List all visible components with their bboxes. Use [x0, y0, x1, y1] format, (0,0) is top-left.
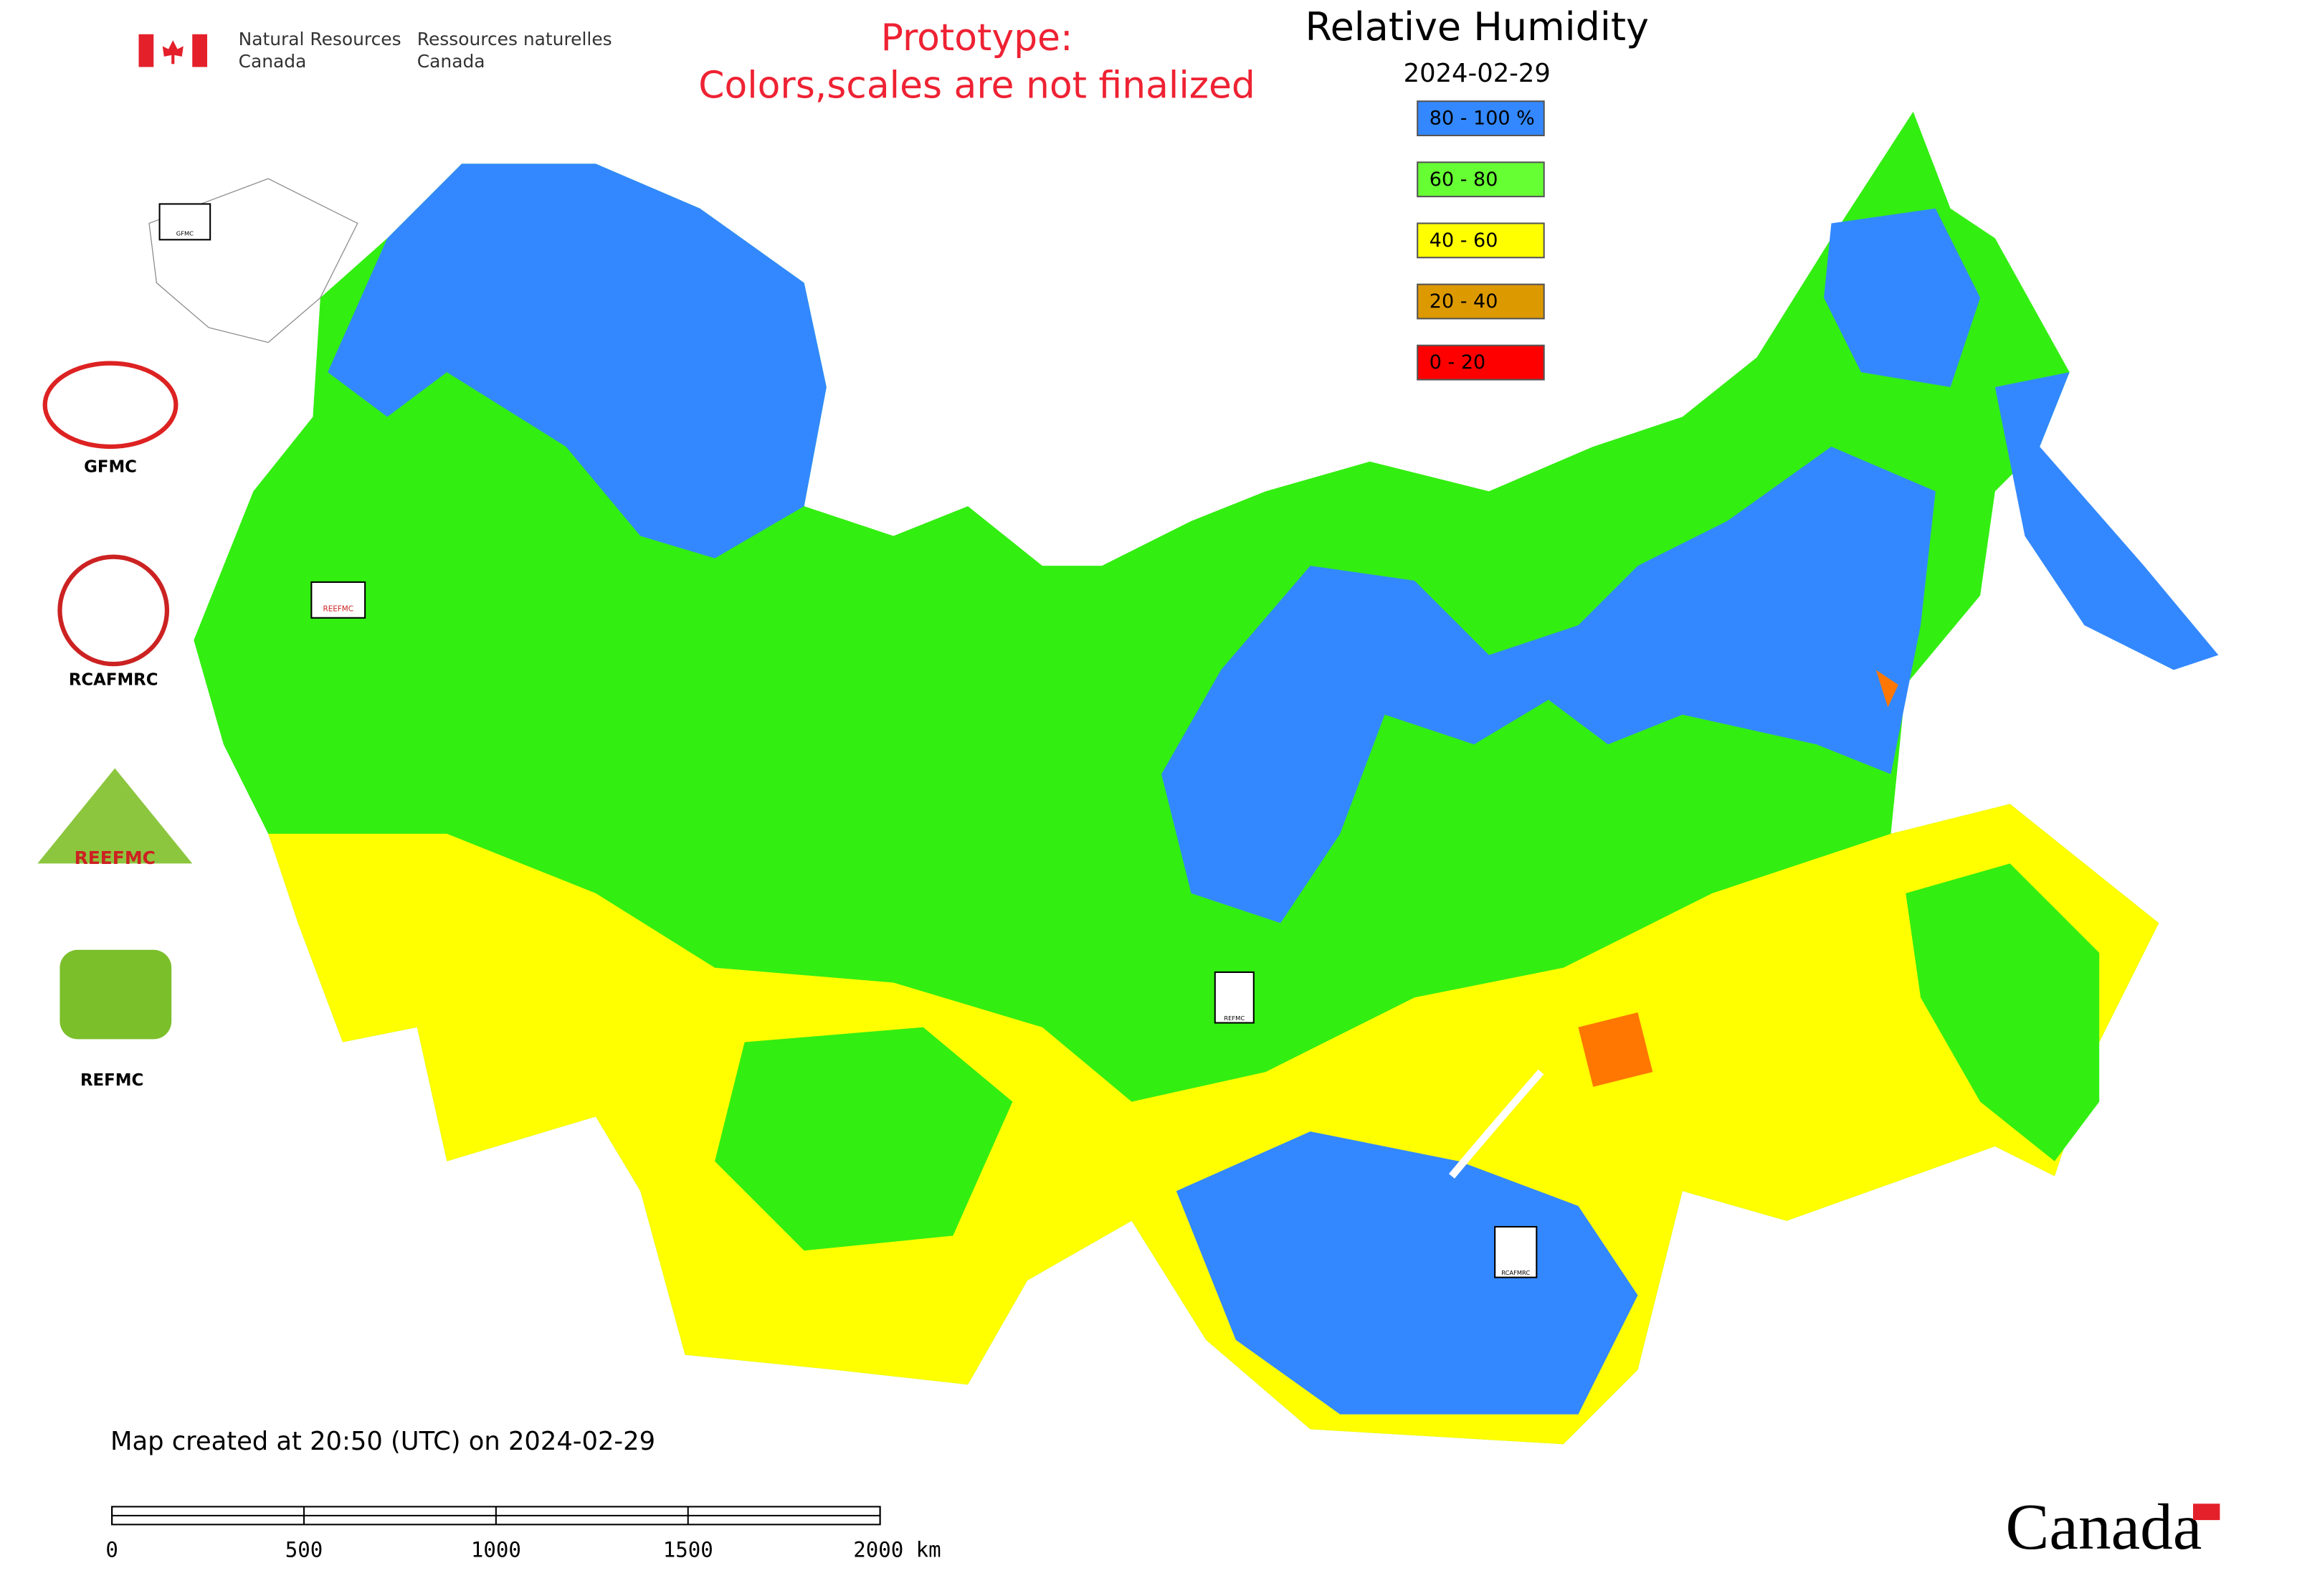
scale-label: 1000 [471, 1538, 521, 1562]
scale-label: 2000 km [853, 1538, 941, 1562]
legend-swatch [1417, 100, 1545, 136]
scale-label: 1500 [663, 1538, 713, 1562]
org-en: Natural Resources [239, 29, 401, 49]
marker-label: REEFMC [323, 604, 353, 613]
org-fr: Canada [417, 51, 485, 72]
map [148, 111, 2219, 1445]
legend-label: 80 - 100 % [1430, 108, 1535, 130]
scale-bar: 0 500 1000 1500 2000 km [105, 1506, 941, 1562]
title: Relative Humidity [1305, 4, 1650, 49]
logo-label: GFMC [84, 458, 137, 477]
legend-label: 40 - 60 [1430, 229, 1498, 252]
org-fr: Ressources naturelles [417, 29, 612, 49]
org-en: Canada [239, 51, 307, 72]
nrcan-signature: Natural Resources Canada Ressources natu… [138, 29, 612, 72]
notice: Prototype: [881, 16, 1073, 60]
partner-logos: GFMC RCAFMRC REEFMC REFMC [37, 361, 193, 1090]
legend-swatch [1417, 344, 1545, 381]
logo-label: RCAFMRC [69, 670, 158, 689]
marker-label: REFMC [1224, 1015, 1245, 1022]
map-markers: GFMC REEFMC REFMC RCAFMRC [158, 203, 1538, 1278]
legend-swatch [1417, 222, 1545, 259]
marker-label: GFMC [176, 230, 194, 237]
legend-label: 20 - 40 [1430, 290, 1498, 313]
legend-swatch [1417, 283, 1545, 320]
marker-label: RCAFMRC [1501, 1269, 1530, 1276]
date: 2024-02-29 [1404, 59, 1551, 88]
notice: Colors,scales are not finalized [698, 65, 1255, 108]
legend-label: 0 - 20 [1430, 351, 1485, 374]
legend-label: 60 - 80 [1430, 168, 1498, 191]
footer: Map created at 20:50 (UTC) on 2024-02-29 [110, 1427, 655, 1456]
logo-label: REFMC [80, 1071, 143, 1090]
logo-label: REEFMC [75, 847, 156, 868]
scale-label: 500 [285, 1538, 323, 1562]
legend-swatch [1417, 161, 1545, 198]
wordmark: Canada [2005, 1491, 2202, 1563]
scale-label: 0 [105, 1538, 118, 1562]
legend: 80 - 100 % 60 - 80 40 - 60 20 - 40 0 - 20 [1417, 100, 1545, 381]
